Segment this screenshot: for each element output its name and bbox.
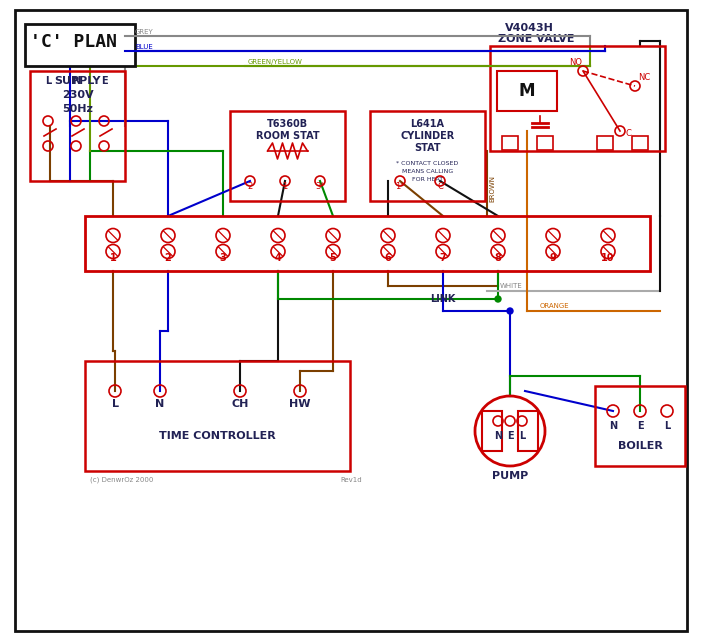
Text: 50Hz: 50Hz xyxy=(62,104,93,114)
Text: 3: 3 xyxy=(220,253,226,263)
Text: L641A: L641A xyxy=(411,119,444,129)
Text: 1*: 1* xyxy=(395,182,405,191)
Text: FOR HEAT: FOR HEAT xyxy=(412,177,443,182)
Text: ROOM STAT: ROOM STAT xyxy=(256,131,319,141)
Text: E: E xyxy=(637,421,643,431)
Text: L: L xyxy=(112,399,119,409)
Text: 10: 10 xyxy=(601,253,615,263)
Text: GREEN/YELLOW: GREEN/YELLOW xyxy=(248,59,303,65)
Text: GREY: GREY xyxy=(135,29,154,35)
Text: * CONTACT CLOSED: * CONTACT CLOSED xyxy=(397,161,458,166)
Text: 1: 1 xyxy=(282,182,288,191)
Circle shape xyxy=(507,308,513,314)
Text: 6: 6 xyxy=(385,253,392,263)
Text: CYLINDER: CYLINDER xyxy=(400,131,455,141)
Text: STAT: STAT xyxy=(414,143,441,153)
Text: SUPPLY: SUPPLY xyxy=(54,76,101,86)
Text: 7: 7 xyxy=(439,253,446,263)
Text: WHITE: WHITE xyxy=(500,283,523,289)
Text: N: N xyxy=(155,399,165,409)
Text: C: C xyxy=(625,128,631,138)
Text: E: E xyxy=(507,431,513,441)
Text: 4: 4 xyxy=(274,253,282,263)
Text: M: M xyxy=(519,82,535,100)
Text: N: N xyxy=(72,76,80,86)
Text: E: E xyxy=(100,76,107,86)
Text: ORANGE: ORANGE xyxy=(540,303,569,309)
Text: BOILER: BOILER xyxy=(618,441,663,451)
Circle shape xyxy=(495,296,501,302)
Text: LINK: LINK xyxy=(430,294,456,304)
Text: Rev1d: Rev1d xyxy=(340,477,362,483)
Text: ZONE VALVE: ZONE VALVE xyxy=(498,34,574,44)
Text: 230V: 230V xyxy=(62,90,93,100)
Text: NO: NO xyxy=(569,58,582,67)
Text: MEANS CALLING: MEANS CALLING xyxy=(402,169,453,174)
Text: T6360B: T6360B xyxy=(267,119,308,129)
Text: BLUE: BLUE xyxy=(135,44,153,50)
Text: NC: NC xyxy=(638,73,650,82)
Text: L: L xyxy=(45,76,51,86)
Text: BROWN: BROWN xyxy=(489,175,495,202)
Text: N: N xyxy=(609,421,617,431)
Text: V4043H: V4043H xyxy=(505,23,554,33)
Text: 2: 2 xyxy=(247,182,253,191)
Text: CH: CH xyxy=(232,399,249,409)
Text: 'C' PLAN: 'C' PLAN xyxy=(30,33,117,51)
Text: TIME CONTROLLER: TIME CONTROLLER xyxy=(159,431,276,441)
Text: 2: 2 xyxy=(165,253,171,263)
FancyBboxPatch shape xyxy=(25,24,135,66)
Text: 3*: 3* xyxy=(315,182,325,191)
Text: 9: 9 xyxy=(550,253,557,263)
Text: 8: 8 xyxy=(495,253,501,263)
Text: PUMP: PUMP xyxy=(492,471,528,481)
Text: HW: HW xyxy=(289,399,311,409)
Text: L: L xyxy=(664,421,670,431)
Text: C: C xyxy=(437,182,443,191)
Text: L: L xyxy=(519,431,525,441)
Text: 5: 5 xyxy=(330,253,336,263)
Text: N: N xyxy=(494,431,502,441)
Text: (c) DenwrOz 2000: (c) DenwrOz 2000 xyxy=(90,476,153,483)
Text: 1: 1 xyxy=(110,253,117,263)
